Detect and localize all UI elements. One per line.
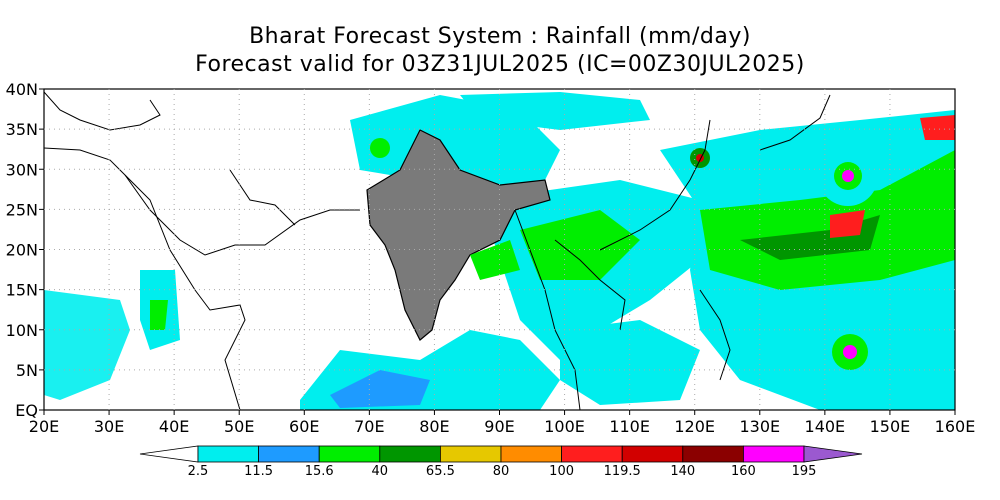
colorbar-swatch	[318, 445, 381, 463]
colorbar-label: 40	[372, 464, 389, 479]
colorbar-swatch	[500, 445, 562, 463]
lon-tick-label: 110E	[609, 417, 650, 436]
lat-tick-label: 40N	[6, 80, 38, 99]
colorbar-swatch	[439, 445, 502, 463]
colorbar-swatch	[258, 445, 320, 463]
map-subtitle: Forecast valid for 03Z31JUL2025 (IC=00Z3…	[195, 52, 805, 77]
longitude-labels: 20E 30E 40E 50E 60E 70E 80E 90E 100E 110E 120E 130E…	[29, 417, 976, 436]
colorbar: 2.5 11.5 15.6 40 65.5 80 100 119.5 140 160 195	[139, 445, 863, 479]
lon-tick-label: 140E	[805, 417, 846, 436]
lat-tick-label: 5N	[16, 361, 38, 380]
colorbar-label: 2.5	[188, 464, 209, 479]
lon-tick-label: 150E	[870, 417, 911, 436]
lon-tick-label: 130E	[739, 417, 780, 436]
colorbar-label: 11.5	[244, 464, 273, 479]
lat-tick-label: EQ	[15, 401, 38, 420]
lat-tick-label: 25N	[6, 200, 38, 219]
lon-tick-label: 120E	[674, 417, 715, 436]
lat-tick-label: 10N	[6, 321, 38, 340]
lon-tick-label: 30E	[94, 417, 124, 436]
colorbar-label: 119.5	[604, 464, 641, 479]
latitude-labels: 40N 35N 30N 25N 20N 15N 10N 5N EQ	[6, 80, 38, 420]
lon-tick-label: 100E	[544, 417, 585, 436]
lon-tick-label: 160E	[935, 417, 976, 436]
lon-tick-label: 90E	[484, 417, 514, 436]
lat-tick-label: 20N	[6, 241, 38, 260]
colorbar-label: 80	[493, 464, 510, 479]
map-title: Bharat Forecast System : Rainfall (mm/da…	[249, 24, 751, 49]
colorbar-swatch	[743, 445, 805, 463]
lon-tick-label: 20E	[29, 417, 59, 436]
colorbar-label: 100	[549, 464, 574, 479]
colorbar-swatch	[379, 445, 441, 463]
colorbar-swatch	[682, 445, 744, 463]
lat-tick-label: 35N	[6, 120, 38, 139]
map-grid	[39, 88, 956, 415]
colorbar-label: 140	[670, 464, 695, 479]
lon-tick-label: 60E	[289, 417, 319, 436]
lat-tick-label: 15N	[6, 281, 38, 300]
lat-tick-label: 30N	[6, 160, 38, 179]
colorbar-label: 160	[731, 464, 756, 479]
colorbar-high-triangle	[803, 445, 863, 463]
colorbar-swatch	[197, 445, 259, 463]
lon-tick-label: 40E	[159, 417, 189, 436]
coastlines	[44, 91, 831, 410]
colorbar-low-triangle	[139, 445, 199, 463]
colorbar-swatch	[561, 445, 623, 463]
colorbar-label: 65.5	[426, 464, 455, 479]
colorbar-label: 15.6	[305, 464, 334, 479]
lon-tick-label: 70E	[354, 417, 384, 436]
colorbar-swatch	[621, 445, 684, 463]
lon-tick-label: 50E	[224, 417, 254, 436]
colorbar-label: 195	[792, 464, 817, 479]
lon-tick-label: 80E	[419, 417, 449, 436]
